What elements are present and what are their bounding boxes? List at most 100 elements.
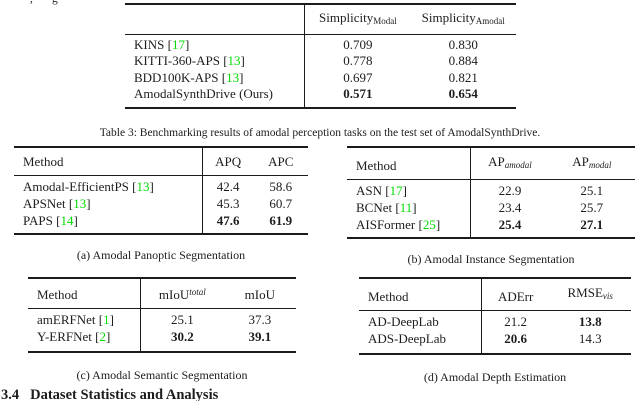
header-subscript: Modal xyxy=(373,15,397,26)
method-name: KINS xyxy=(134,36,165,52)
value-cell: 0.697 xyxy=(304,69,411,86)
table-row: amERFNet [1] 25.1 37.3 xyxy=(28,308,296,328)
header-row: Method APQ APC xyxy=(14,147,308,176)
header-superscript: total xyxy=(189,287,206,297)
metric-value: 39.1 xyxy=(248,329,272,344)
table-row: APSNet [13] 45.3 60.7 xyxy=(14,195,308,212)
table-row: AISFormer [25] 25.4 27.1 xyxy=(347,216,635,238)
method-cell: BCNet [11] xyxy=(356,200,417,215)
citation-link[interactable]: 17 xyxy=(171,36,185,52)
citation-link[interactable]: 13 xyxy=(226,69,240,85)
subtable-a-caption: (a) Amodal Panoptic Segmentation xyxy=(76,248,246,262)
header-label: AP xyxy=(572,154,589,169)
value-cell: 20.6 xyxy=(480,330,550,354)
metric-value: 60.7 xyxy=(269,196,293,211)
header-label: mIoU xyxy=(158,287,190,302)
method-name: AmodalSynthDrive (Ours) xyxy=(134,86,274,101)
citation-link[interactable]: 13 xyxy=(227,53,241,68)
metric-value: 0.571 xyxy=(343,86,373,101)
header-row: Method mIoUtotal mIoU xyxy=(28,278,296,309)
method-cell: PAPS [14] xyxy=(23,213,78,228)
value-cell: 30.2 xyxy=(140,328,224,352)
method-name: ADS-DeepLab xyxy=(368,331,446,346)
metric-value: 0.778 xyxy=(343,53,373,68)
method-column-header: Method xyxy=(347,147,471,180)
citation-link[interactable]: 1 xyxy=(103,312,110,327)
method-name: Amodal-EfficientPS xyxy=(23,179,129,194)
table-body: KINS [17] 0.709 0.830 KITTI-360-APS [13] 0.7… xyxy=(125,34,516,108)
method-column-header: Method xyxy=(28,278,141,309)
method-name: Y-ERFNet xyxy=(37,329,92,344)
table-row: ADS-DeepLab 20.6 14.3 xyxy=(359,330,631,354)
method-cell: ASN [17] xyxy=(356,183,407,198)
simplicity-table-block: SimplicityModal SimplicityAmodal KINS [17]… xyxy=(125,3,516,109)
citation-link[interactable]: 13 xyxy=(136,179,150,194)
header-label: Method xyxy=(368,289,409,304)
method-column-header xyxy=(125,4,305,35)
method-cell: KINS [17] xyxy=(134,36,190,52)
value-cell: 0.884 xyxy=(410,53,516,70)
header-label: APC xyxy=(268,154,294,169)
table-body: AD-DeepLab 21.2 13.8 ADS-DeepLab 20.6 14.3 xyxy=(359,310,631,354)
metric-value: 0.830 xyxy=(448,36,478,52)
table-header: Method ADErr RMSEvis xyxy=(359,278,631,311)
metric-value: 0.821 xyxy=(448,69,478,85)
subtable-a-block: Method APQ APC Amodal-EfficientPS [13] 42.4 5… xyxy=(14,146,308,263)
table-header: SimplicityModal SimplicityAmodal xyxy=(125,4,516,35)
header-label: ADErr xyxy=(497,289,534,304)
header-row: Method APamodal APmodal xyxy=(347,147,635,180)
amodal-depth-estimation-table: Method ADErr RMSEvis AD-DeepLab 21.2 13.8 ADS-… xyxy=(359,277,631,355)
value-cell: 0.830 xyxy=(410,34,516,53)
citation-link[interactable]: 25 xyxy=(422,217,436,232)
simplicity-benchmark-table: SimplicityModal SimplicityAmodal KINS [17]… xyxy=(125,3,516,109)
table-row: Y-ERFNet [2] 30.2 39.1 xyxy=(28,328,296,352)
subtable-d-caption: (d) Amodal Depth Estimation xyxy=(423,370,567,384)
citation-link[interactable]: 11 xyxy=(399,200,413,215)
metric-value: 47.6 xyxy=(216,213,240,228)
metric-column-header: APQ xyxy=(201,147,254,176)
metric-value: 45.3 xyxy=(216,196,240,211)
header-label: RMSE xyxy=(567,285,603,300)
metric-value: 14.3 xyxy=(578,331,602,346)
subtable-b-caption: (b) Amodal Instance Segmentation xyxy=(407,252,575,266)
value-cell: 23.4 xyxy=(470,199,549,216)
header-row: SimplicityModal SimplicityAmodal xyxy=(125,4,516,35)
method-name: ASN xyxy=(356,183,383,198)
method-cell: amERFNet [1] xyxy=(37,312,114,327)
header-label: Method xyxy=(23,154,64,169)
table-body: ASN [17] 22.9 25.1 BCNet [11] 23.4 25.7 AISFor… xyxy=(347,179,635,238)
table-row: BCNet [11] 23.4 25.7 xyxy=(347,199,635,216)
header-subscript: Amodal xyxy=(475,15,505,26)
value-cell: 25.1 xyxy=(549,180,635,200)
citation-link[interactable]: 2 xyxy=(99,329,106,344)
method-cell: AmodalSynthDrive (Ours) xyxy=(125,86,305,108)
header-label: Simplicity xyxy=(319,9,374,25)
citation-link[interactable]: 14 xyxy=(60,213,74,228)
method-cell: KITTI-360-APS [13] xyxy=(134,53,245,68)
citation-link[interactable]: 17 xyxy=(389,183,403,198)
table-row: BDD100K-APS [13] 0.697 0.821 xyxy=(125,69,516,86)
section-number: 3.4 xyxy=(1,387,20,401)
metric-value: 22.9 xyxy=(498,183,522,198)
header-label: Method xyxy=(37,287,78,302)
header-row: Method ADErr RMSEvis xyxy=(359,278,631,311)
metric-column-header: ADErr xyxy=(480,278,550,311)
value-cell: 45.3 xyxy=(201,195,254,212)
method-name: BCNet xyxy=(356,200,393,215)
value-cell: 13.8 xyxy=(549,311,631,331)
metric-value: 25.4 xyxy=(498,217,522,232)
value-cell: 60.7 xyxy=(254,195,308,212)
header-label: APQ xyxy=(215,154,242,169)
method-name: amERFNet xyxy=(37,312,96,327)
subtable-d-block: Method ADErr RMSEvis AD-DeepLab 21.2 13.8 ADS-… xyxy=(359,277,631,385)
metric-value: 0.884 xyxy=(448,53,478,68)
metric-value: 20.6 xyxy=(504,331,528,346)
table-body: Amodal-EfficientPS [13] 42.4 58.6 APSNet [1… xyxy=(14,175,308,234)
table-row: KITTI-360-APS [13] 0.778 0.884 xyxy=(125,53,516,70)
metric-value: 23.4 xyxy=(498,200,522,215)
value-cell: 58.6 xyxy=(254,176,308,196)
citation-link[interactable]: 13 xyxy=(73,196,87,211)
value-cell: 0.709 xyxy=(304,34,411,53)
method-name: AD-DeepLab xyxy=(368,314,439,329)
